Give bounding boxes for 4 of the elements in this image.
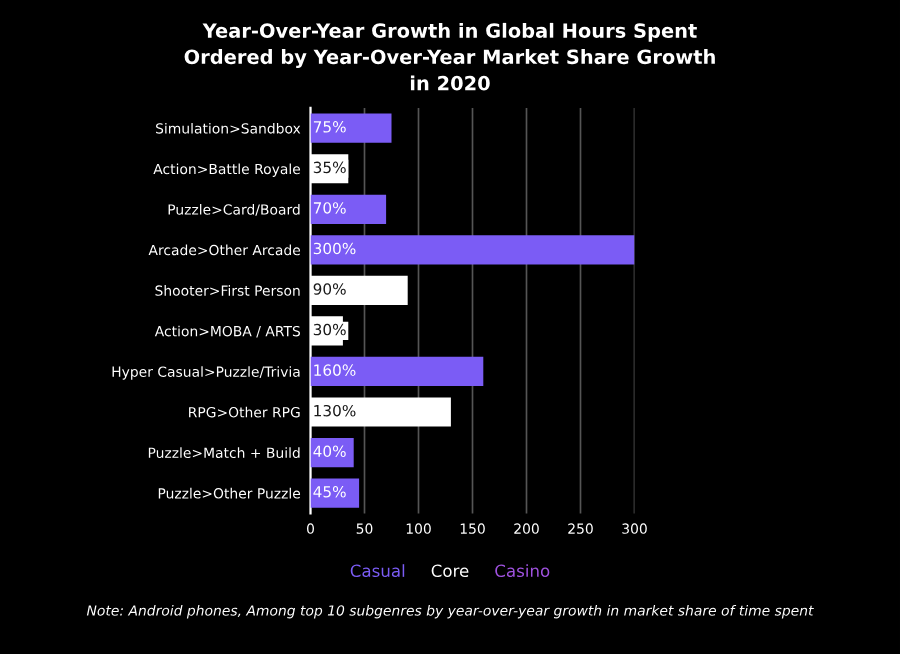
text: Casual	[350, 564, 405, 578]
text: Core	[431, 564, 469, 578]
chart-title: Year-Over-Year Growth in Global Hours Spent Ordered by Year-Over-Year Market Share Growth in 2020	[184, 22, 715, 91]
legend-label: Casino	[495, 564, 550, 578]
